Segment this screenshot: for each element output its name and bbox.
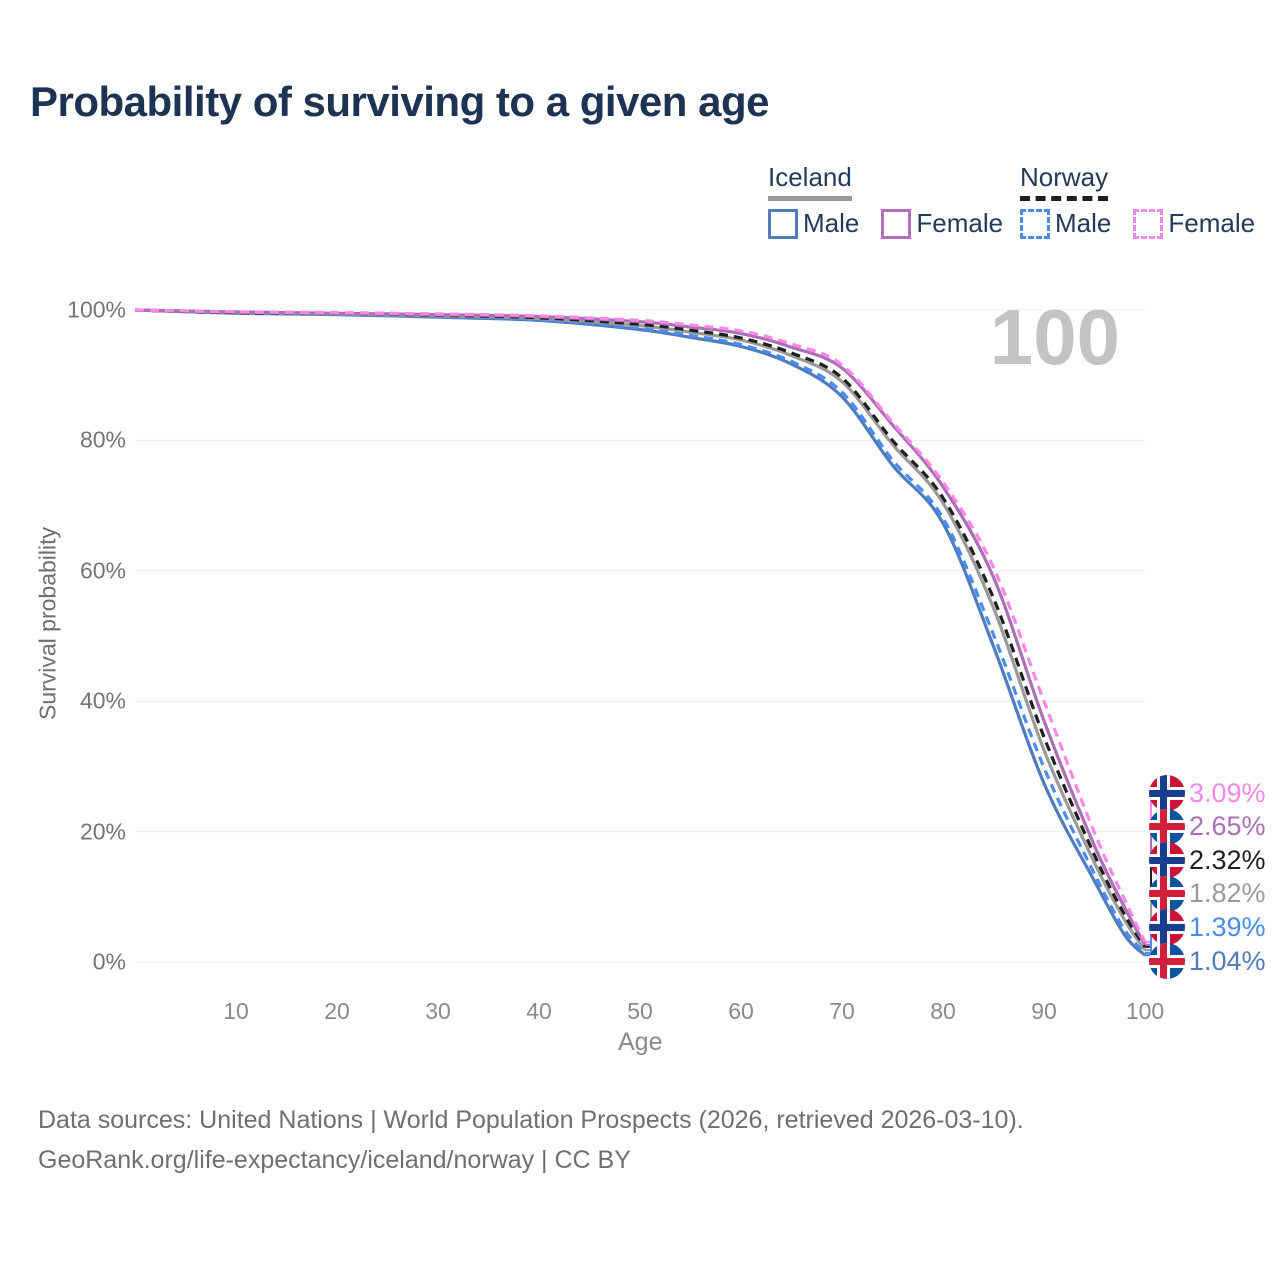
series-line-norway-male — [134, 308, 1147, 955]
iceland-flag-icon — [1149, 808, 1185, 845]
flag-cross-bar — [1160, 842, 1167, 879]
flag-cross-bar — [1149, 823, 1185, 831]
legend-item-iceland-female[interactable]: Female — [881, 208, 1003, 239]
y-tick-label: 100% — [67, 296, 126, 323]
x-axis-title: Age — [618, 1028, 663, 1056]
flag-cross-bar — [1160, 875, 1167, 912]
end-value-iceland-female: 2.65% — [1189, 811, 1266, 842]
end-label-row-iceland-both-sexes: 1.82% — [1149, 875, 1266, 912]
end-value-norway-both-sexes: 2.32% — [1189, 844, 1266, 875]
legend-header-norway: Norway — [1020, 162, 1109, 201]
flag-cross-bar — [1160, 808, 1167, 845]
flag-cross-bar — [1149, 890, 1185, 898]
iceland-flag-icon — [1149, 875, 1185, 912]
legend-item-norway-female[interactable]: Female — [1133, 208, 1255, 239]
page-title: Probability of surviving to a given age — [30, 78, 769, 125]
norway-flag-icon — [1149, 842, 1185, 879]
x-tick-label: 100 — [1125, 998, 1165, 1024]
footer-attribution: GeoRank.org/life-expectancy/iceland/norw… — [38, 1146, 631, 1174]
x-tick-label: 50 — [627, 998, 653, 1024]
series-line-norway-both-sexes — [134, 308, 1147, 948]
x-tick-label: 40 — [526, 998, 552, 1024]
norway-flag-icon — [1149, 909, 1185, 946]
end-label-row-iceland-female: 2.65% — [1149, 808, 1266, 845]
end-value-iceland-both-sexes: 1.82% — [1189, 878, 1266, 909]
iceland-male-swatch-icon — [768, 208, 798, 239]
flag-cross-bar — [1160, 775, 1167, 811]
footer-data-sources: Data sources: United Nations | World Pop… — [38, 1106, 1024, 1134]
y-tick-label: 20% — [79, 818, 126, 845]
norway-female-swatch-icon — [1133, 208, 1164, 239]
y-tick-label: 80% — [79, 426, 126, 453]
norway-flag-icon — [1149, 775, 1185, 811]
end-label-row-norway-male: 1.39% — [1149, 909, 1266, 946]
legend-group-norway: Norway Male Female — [1020, 162, 1255, 239]
y-tick-label: 60% — [79, 557, 126, 584]
y-tick-label: 0% — [92, 948, 126, 975]
x-tick-label: 10 — [223, 998, 249, 1024]
end-value-iceland-male: 1.04% — [1189, 945, 1266, 976]
x-tick-label: 30 — [425, 998, 451, 1024]
series-line-norway-female — [134, 308, 1147, 943]
legend-item-iceland-male[interactable]: Male — [768, 208, 859, 239]
end-value-norway-male: 1.39% — [1189, 911, 1266, 942]
end-label-row-norway-female: 3.09% — [1149, 775, 1266, 811]
legend-label-norway-male: Male — [1055, 208, 1112, 238]
legend-label-iceland-female: Female — [916, 208, 1004, 238]
flag-cross-bar — [1160, 943, 1167, 979]
legend-item-norway-male[interactable]: Male — [1020, 208, 1111, 239]
legend-label-iceland-male: Male — [803, 208, 860, 238]
x-tick-label: 70 — [829, 998, 855, 1024]
flag-cross-bar — [1149, 957, 1185, 965]
end-value-norway-female: 3.09% — [1189, 777, 1266, 808]
legend-group-iceland: Iceland Male Female — [768, 162, 1003, 239]
current-age-watermark: 100 — [989, 293, 1120, 381]
iceland-female-swatch-icon — [881, 208, 912, 239]
legend-header-iceland: Iceland — [768, 162, 852, 201]
norway-male-swatch-icon — [1020, 208, 1050, 239]
series-line-iceland-both-sexes — [134, 308, 1147, 952]
flag-cross-bar — [1160, 909, 1167, 946]
end-label-row-iceland-male: 1.04% — [1149, 943, 1266, 979]
flag-cross-bar — [1149, 789, 1185, 797]
x-tick-label: 90 — [1031, 998, 1057, 1024]
legend-label-norway-female: Female — [1168, 208, 1256, 238]
end-label-row-norway-both-sexes: 2.32% — [1149, 842, 1266, 879]
x-tick-label: 20 — [324, 998, 350, 1024]
series-line-iceland-female — [134, 308, 1147, 946]
x-tick-label: 80 — [930, 998, 956, 1024]
x-tick-label: 60 — [728, 998, 754, 1024]
y-tick-label: 40% — [79, 687, 126, 714]
flag-cross-bar — [1149, 923, 1185, 931]
flag-cross-bar — [1149, 856, 1185, 864]
iceland-flag-icon — [1149, 943, 1185, 979]
